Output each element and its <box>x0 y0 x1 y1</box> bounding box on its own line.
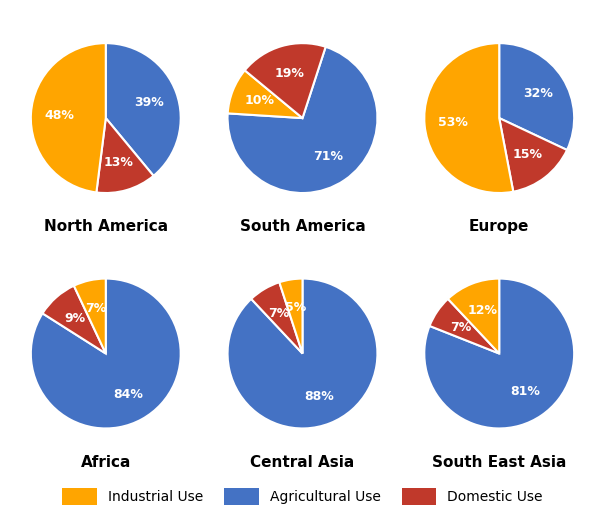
Text: 19%: 19% <box>275 67 304 80</box>
Wedge shape <box>31 43 106 192</box>
Text: 48%: 48% <box>45 108 74 122</box>
Text: 7%: 7% <box>268 307 289 320</box>
Wedge shape <box>424 279 574 429</box>
Text: 71%: 71% <box>313 150 344 163</box>
Text: 53%: 53% <box>438 116 468 129</box>
Wedge shape <box>280 279 302 354</box>
Text: South East Asia: South East Asia <box>432 455 566 470</box>
Text: 81%: 81% <box>511 386 540 398</box>
Wedge shape <box>227 47 378 193</box>
Text: 39%: 39% <box>135 96 165 109</box>
Wedge shape <box>245 43 325 118</box>
Text: 15%: 15% <box>512 148 543 161</box>
Text: 84%: 84% <box>113 388 143 401</box>
Wedge shape <box>74 279 106 354</box>
Wedge shape <box>424 43 513 193</box>
Wedge shape <box>31 279 181 429</box>
Text: 32%: 32% <box>523 86 554 100</box>
Wedge shape <box>227 70 302 118</box>
Wedge shape <box>251 282 302 354</box>
Text: South America: South America <box>240 219 365 234</box>
Wedge shape <box>430 299 499 354</box>
Wedge shape <box>106 43 181 176</box>
Text: 12%: 12% <box>467 304 497 317</box>
Text: Central Asia: Central Asia <box>250 455 355 470</box>
Wedge shape <box>96 118 154 193</box>
Wedge shape <box>499 43 574 150</box>
Wedge shape <box>499 118 567 192</box>
Text: 13%: 13% <box>104 156 134 169</box>
Wedge shape <box>448 279 499 354</box>
Text: North America: North America <box>44 219 168 234</box>
Text: Africa: Africa <box>80 455 131 470</box>
Text: 10%: 10% <box>244 94 274 107</box>
Text: 5%: 5% <box>284 301 306 314</box>
Text: 7%: 7% <box>450 321 471 334</box>
Text: 9%: 9% <box>65 312 86 325</box>
Text: 88%: 88% <box>305 390 335 403</box>
Legend: Industrial Use, Agricultural Use, Domestic Use: Industrial Use, Agricultural Use, Domest… <box>55 481 550 512</box>
Text: Europe: Europe <box>469 219 529 234</box>
Wedge shape <box>227 279 378 429</box>
Text: 7%: 7% <box>85 302 106 315</box>
Wedge shape <box>42 286 106 354</box>
